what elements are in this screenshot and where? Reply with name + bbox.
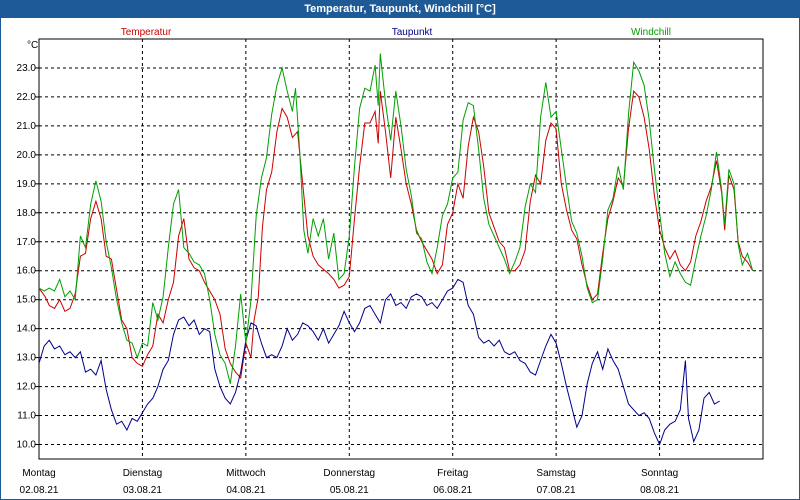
x-day-label: Montag xyxy=(22,468,55,479)
x-day-label: Samstag xyxy=(536,468,575,479)
series-line-temperatur xyxy=(38,89,754,380)
series-line-windchill xyxy=(38,53,754,384)
x-date-label: 04.08.21 xyxy=(226,485,265,496)
x-day-label: Donnerstag xyxy=(323,468,375,479)
y-tick-label: 21.0 xyxy=(17,121,37,132)
x-date-label: 02.08.21 xyxy=(20,485,59,496)
y-tick-label: 13.0 xyxy=(17,353,37,364)
y-unit-label: °C xyxy=(27,40,38,51)
y-tick-label: 14.0 xyxy=(17,324,37,335)
y-tick-label: 16.0 xyxy=(17,266,37,277)
x-date-label: 03.08.21 xyxy=(123,485,162,496)
x-day-label: Mittwoch xyxy=(226,468,265,479)
y-tick-label: 20.0 xyxy=(17,150,37,161)
x-day-label: Freitag xyxy=(437,468,468,479)
y-tick-label: 23.0 xyxy=(17,63,37,74)
x-date-label: 05.08.21 xyxy=(330,485,369,496)
series-line-taupunkt xyxy=(38,278,720,446)
y-tick-label: 19.0 xyxy=(17,179,37,190)
y-tick-label: 22.0 xyxy=(17,92,37,103)
legend-entry-windchill: Windchill xyxy=(631,27,671,38)
y-tick-label: 15.0 xyxy=(17,295,37,306)
x-date-label: 06.08.21 xyxy=(433,485,472,496)
legend-entry-temperatur: Temperatur xyxy=(121,27,172,38)
x-day-label: Sonntag xyxy=(641,468,678,479)
legend-entry-taupunkt: Taupunkt xyxy=(392,27,433,38)
y-tick-label: 18.0 xyxy=(17,208,37,219)
plot-area xyxy=(38,38,764,460)
y-tick-label: 12.0 xyxy=(17,382,37,393)
x-date-label: 07.08.21 xyxy=(537,485,576,496)
y-tick-label: 17.0 xyxy=(17,237,37,248)
y-tick-label: 11.0 xyxy=(17,411,36,422)
y-tick-label: 10.0 xyxy=(17,440,37,451)
x-day-label: Dienstag xyxy=(123,468,162,479)
window-title: Temperatur, Taupunkt, Windchill [°C] xyxy=(1,1,799,18)
x-date-label: 08.08.21 xyxy=(640,485,679,496)
